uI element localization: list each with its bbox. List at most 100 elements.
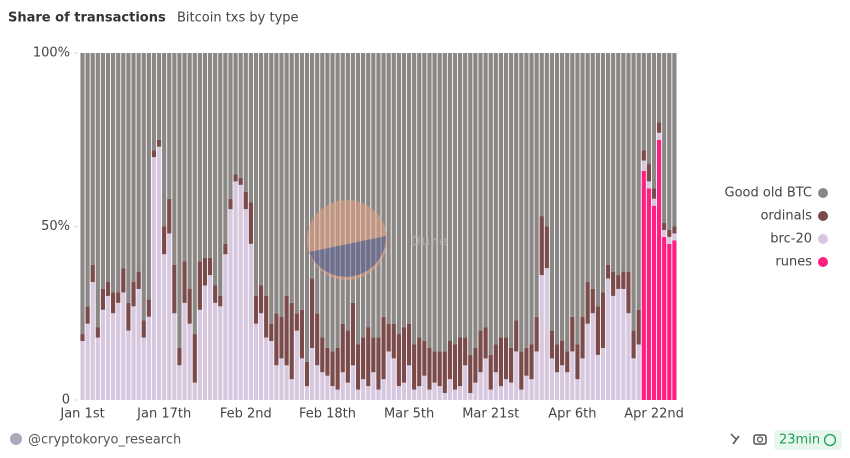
share-icon[interactable] <box>730 433 740 445</box>
bar-segment <box>233 53 238 175</box>
camera-lens <box>756 436 764 443</box>
bar-segment <box>621 53 626 272</box>
bar-segment <box>463 53 468 338</box>
bar-segment <box>585 323 590 400</box>
bar-segment <box>473 382 478 400</box>
bar-segment <box>391 358 396 400</box>
bar-segment <box>299 309 305 359</box>
bar-segment <box>549 330 555 359</box>
bar-segment <box>529 53 534 345</box>
bar-segment <box>376 389 381 400</box>
bars <box>80 53 677 400</box>
bar-segment <box>488 389 493 400</box>
bar-segment <box>207 275 213 400</box>
bar-segment <box>95 53 100 328</box>
bar-segment <box>427 53 432 348</box>
bar-segment <box>197 309 202 400</box>
bar-segment <box>187 288 192 324</box>
bar-segment <box>478 53 483 331</box>
bar-segment <box>258 313 264 400</box>
bar-segment <box>575 53 580 345</box>
bar-segment <box>427 389 432 400</box>
bar-segment <box>289 302 294 380</box>
bar-segment <box>284 53 289 296</box>
bar-segment <box>100 288 106 310</box>
bar-segment <box>641 170 646 400</box>
bar-segment <box>146 316 151 400</box>
bar-segment <box>310 278 315 348</box>
bar-segment <box>605 264 611 279</box>
bar-segment <box>371 372 376 400</box>
bar-segment <box>111 313 116 400</box>
bar-segment <box>202 53 208 258</box>
y-tick-label: 100% <box>33 46 70 61</box>
refresh-badge[interactable] <box>774 430 842 450</box>
bar-segment <box>141 320 146 338</box>
bar-segment <box>626 313 631 400</box>
bar-segment <box>468 354 473 394</box>
bar-segment <box>172 53 177 265</box>
bar-segment <box>580 358 585 400</box>
bar-segment <box>248 53 253 203</box>
bar-segment <box>218 53 223 296</box>
bar-segment <box>437 351 442 387</box>
bar-segment <box>509 382 514 400</box>
bar-segment <box>498 337 504 387</box>
bar-segment <box>417 337 422 387</box>
bar-segment <box>539 53 544 217</box>
bar-segment <box>651 188 657 199</box>
bar-segment <box>238 53 243 178</box>
bar-segment <box>274 53 279 314</box>
bar-segment <box>565 372 570 400</box>
bar-segment <box>116 302 121 400</box>
bar-segment <box>304 53 310 362</box>
bar-segment <box>381 53 386 317</box>
bar-segment <box>519 389 524 400</box>
camera-icon[interactable] <box>753 434 767 445</box>
bar-segment <box>473 347 478 383</box>
bar-segment <box>162 254 167 400</box>
refresh-check <box>823 433 837 447</box>
bar-segment <box>376 53 381 338</box>
bar-segment <box>340 53 345 324</box>
bar-segment <box>177 365 182 400</box>
x-tick-label: Feb 18th <box>299 407 356 422</box>
bar-segment <box>90 264 95 283</box>
bar-segment <box>228 198 233 210</box>
bar-segment <box>223 53 228 244</box>
bar-segment <box>330 53 335 352</box>
bar-segment <box>432 351 437 383</box>
bar-segment <box>223 243 228 255</box>
bar-segment <box>437 386 442 400</box>
bar-segment <box>330 351 335 387</box>
bar-segment <box>672 53 677 227</box>
bar-segment <box>213 285 218 303</box>
bar-segment <box>274 313 279 366</box>
bar-segment <box>641 160 646 171</box>
bar-segment <box>207 257 213 276</box>
watermark: Dune <box>307 200 448 280</box>
legend-swatch <box>818 234 828 244</box>
bar-segment <box>146 53 151 300</box>
bar-segment <box>228 209 233 400</box>
bar-segment <box>371 53 376 338</box>
bar-segment <box>167 53 172 199</box>
bar-segment <box>636 344 641 400</box>
bar-segment <box>182 261 187 303</box>
bar-segment <box>391 53 396 324</box>
bar-segment <box>447 341 452 380</box>
bar-segment <box>534 351 539 400</box>
bar-segment <box>131 306 136 400</box>
bar-segment <box>529 379 534 400</box>
bar-segment <box>590 313 595 400</box>
x-tick-label: Feb 2nd <box>220 407 272 422</box>
bar-segment <box>488 354 493 390</box>
bar-segment <box>151 53 157 151</box>
bar-segment <box>279 316 284 359</box>
bar-segment <box>417 53 422 338</box>
bar-segment <box>570 53 575 317</box>
bar-segment <box>284 365 289 400</box>
bar-segment <box>233 174 238 182</box>
bar-segment <box>248 202 253 244</box>
bar-segment <box>656 122 662 133</box>
